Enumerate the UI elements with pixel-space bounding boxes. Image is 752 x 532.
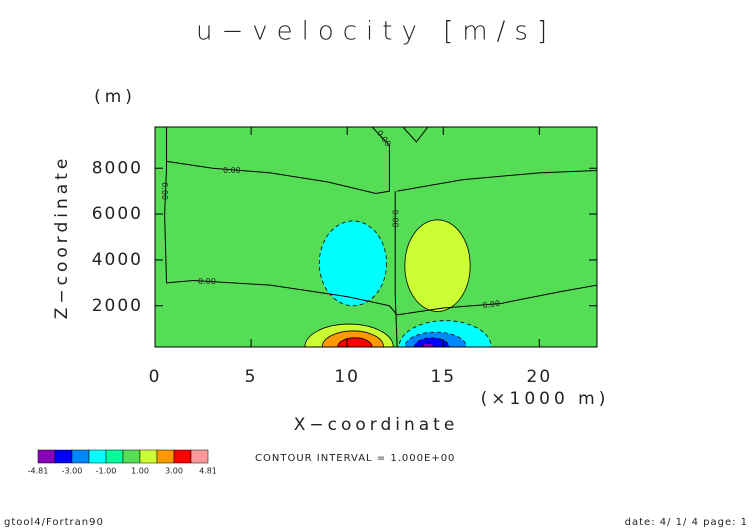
colorbar-label: -4.81	[28, 467, 49, 476]
colorbar-swatch	[190, 449, 209, 464]
colorbar-swatch	[156, 449, 175, 464]
contour-label: 0.00	[160, 182, 169, 200]
contour-interval: CONTOUR INTERVAL = 1.000E+00	[255, 453, 455, 464]
colorbar-swatch	[139, 449, 158, 464]
y-tick-label: 8000	[92, 158, 143, 178]
colorbar-swatch	[71, 449, 90, 464]
y-tick-label: 6000	[92, 204, 143, 224]
contour-label: 0.00	[223, 166, 241, 175]
y-tick-label: 2000	[92, 296, 143, 316]
contour-region	[337, 337, 373, 347]
x-tick-label: 0	[149, 367, 162, 387]
x-tick-label: 10	[334, 367, 360, 387]
x-axis-label: X−coordinate	[294, 415, 459, 435]
x-unit: (×1000 m)	[481, 389, 610, 409]
contour-line	[166, 127, 390, 194]
y-unit: (m)	[94, 87, 136, 107]
x-tick-label: 5	[245, 367, 258, 387]
contour-region	[421, 343, 435, 347]
contour-line	[394, 191, 398, 347]
colorbar-swatch	[54, 449, 73, 464]
y-axis-label: Z−coordinate	[52, 155, 72, 320]
colorbar-swatch	[122, 449, 141, 464]
contour-line	[164, 127, 398, 316]
y-tick-label: 4000	[92, 250, 143, 270]
colorbar-label: 1.00	[131, 467, 149, 476]
contour-label: 0.00	[198, 277, 216, 286]
colorbar-label: 3.00	[165, 467, 183, 476]
colorbar-label: -1.00	[96, 467, 117, 476]
colorbar-swatch	[173, 449, 192, 464]
chart-title: u−velocity [m/s]	[196, 17, 556, 47]
contour-line	[402, 127, 429, 143]
plot-area: 0.000.000.000.000.000.00	[155, 127, 597, 347]
contour-region	[404, 219, 471, 312]
contour-region	[318, 220, 387, 307]
footer-right: date: 4/ 1/ 4 page: 1	[625, 517, 748, 528]
contour-label: 0.00	[482, 299, 501, 310]
contour-line	[397, 284, 597, 316]
colorbar-swatch	[88, 449, 107, 464]
colorbar-label: -3.00	[62, 467, 83, 476]
x-tick-label: 15	[430, 367, 456, 387]
plot-frame	[154, 126, 598, 348]
colorbar-swatch	[37, 449, 56, 464]
footer-left: gtool4/Fortran90	[4, 517, 104, 528]
contour-line	[397, 170, 597, 192]
colorbar-swatch	[105, 449, 124, 464]
colorbar-label: 4.81	[199, 467, 217, 476]
x-tick-label: 20	[527, 367, 553, 387]
contour-label: 0.00	[391, 210, 400, 228]
